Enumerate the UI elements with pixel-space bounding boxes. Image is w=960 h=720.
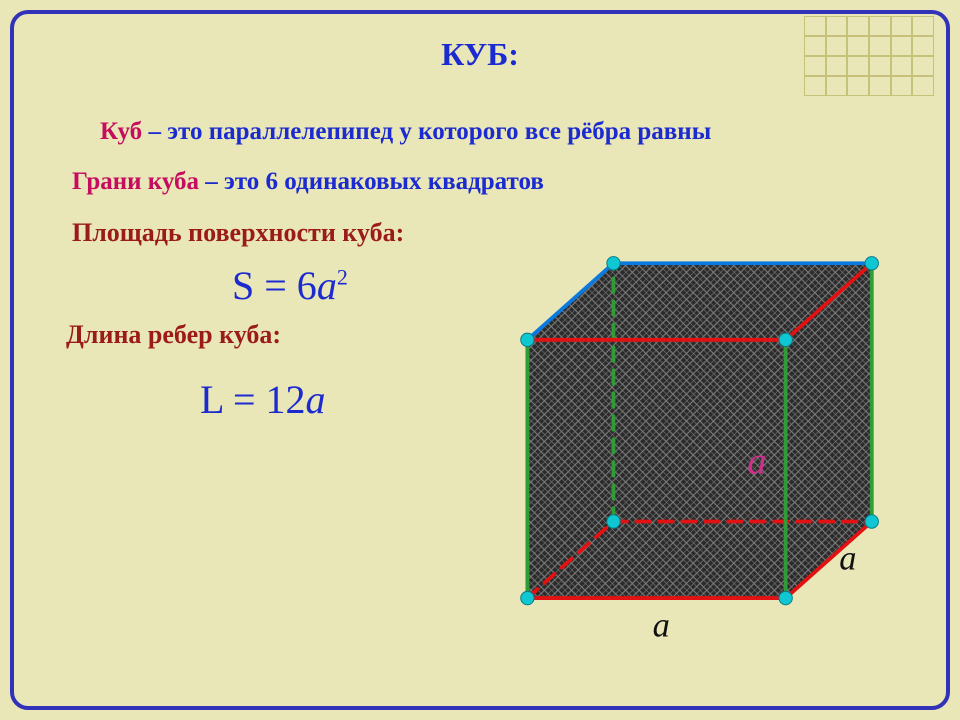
definition-faces: Грани куба – это 6 одинаковых квадратов <box>72 168 930 196</box>
formula-L-prefix: L = 12 <box>200 377 306 422</box>
definition-cube: Куб – это параллелепипед у которого все … <box>100 118 930 146</box>
svg-text:a: a <box>839 539 856 577</box>
surface-area-label: Площадь поверхности куба: <box>72 218 404 248</box>
slide-frame: КУБ: Куб – это параллелепипед у которого… <box>0 0 960 720</box>
definition-cube-rest: – это параллелепипед у которого все рёбр… <box>142 118 711 145</box>
formula-S-prefix: S = 6 <box>232 263 317 308</box>
slide-title: КУБ: <box>0 36 960 73</box>
cube-svg: a a a <box>470 225 910 665</box>
formula-L-var: a <box>306 377 326 422</box>
svg-text:a: a <box>653 606 670 644</box>
edges-length-formula: L = 12a <box>200 376 326 423</box>
surface-area-formula: S = 6a2 <box>232 262 348 309</box>
definition-cube-word: Куб <box>100 118 142 145</box>
definition-faces-rest: – это 6 одинаковых квадратов <box>199 168 544 195</box>
formula-S-var: a <box>317 263 337 308</box>
cube-diagram: a a a <box>470 225 910 665</box>
definition-faces-word: Грани куба <box>72 168 199 195</box>
edges-length-label: Длина ребер куба: <box>66 320 281 350</box>
formula-S-exp: 2 <box>337 265 348 290</box>
svg-text:a: a <box>747 441 766 483</box>
